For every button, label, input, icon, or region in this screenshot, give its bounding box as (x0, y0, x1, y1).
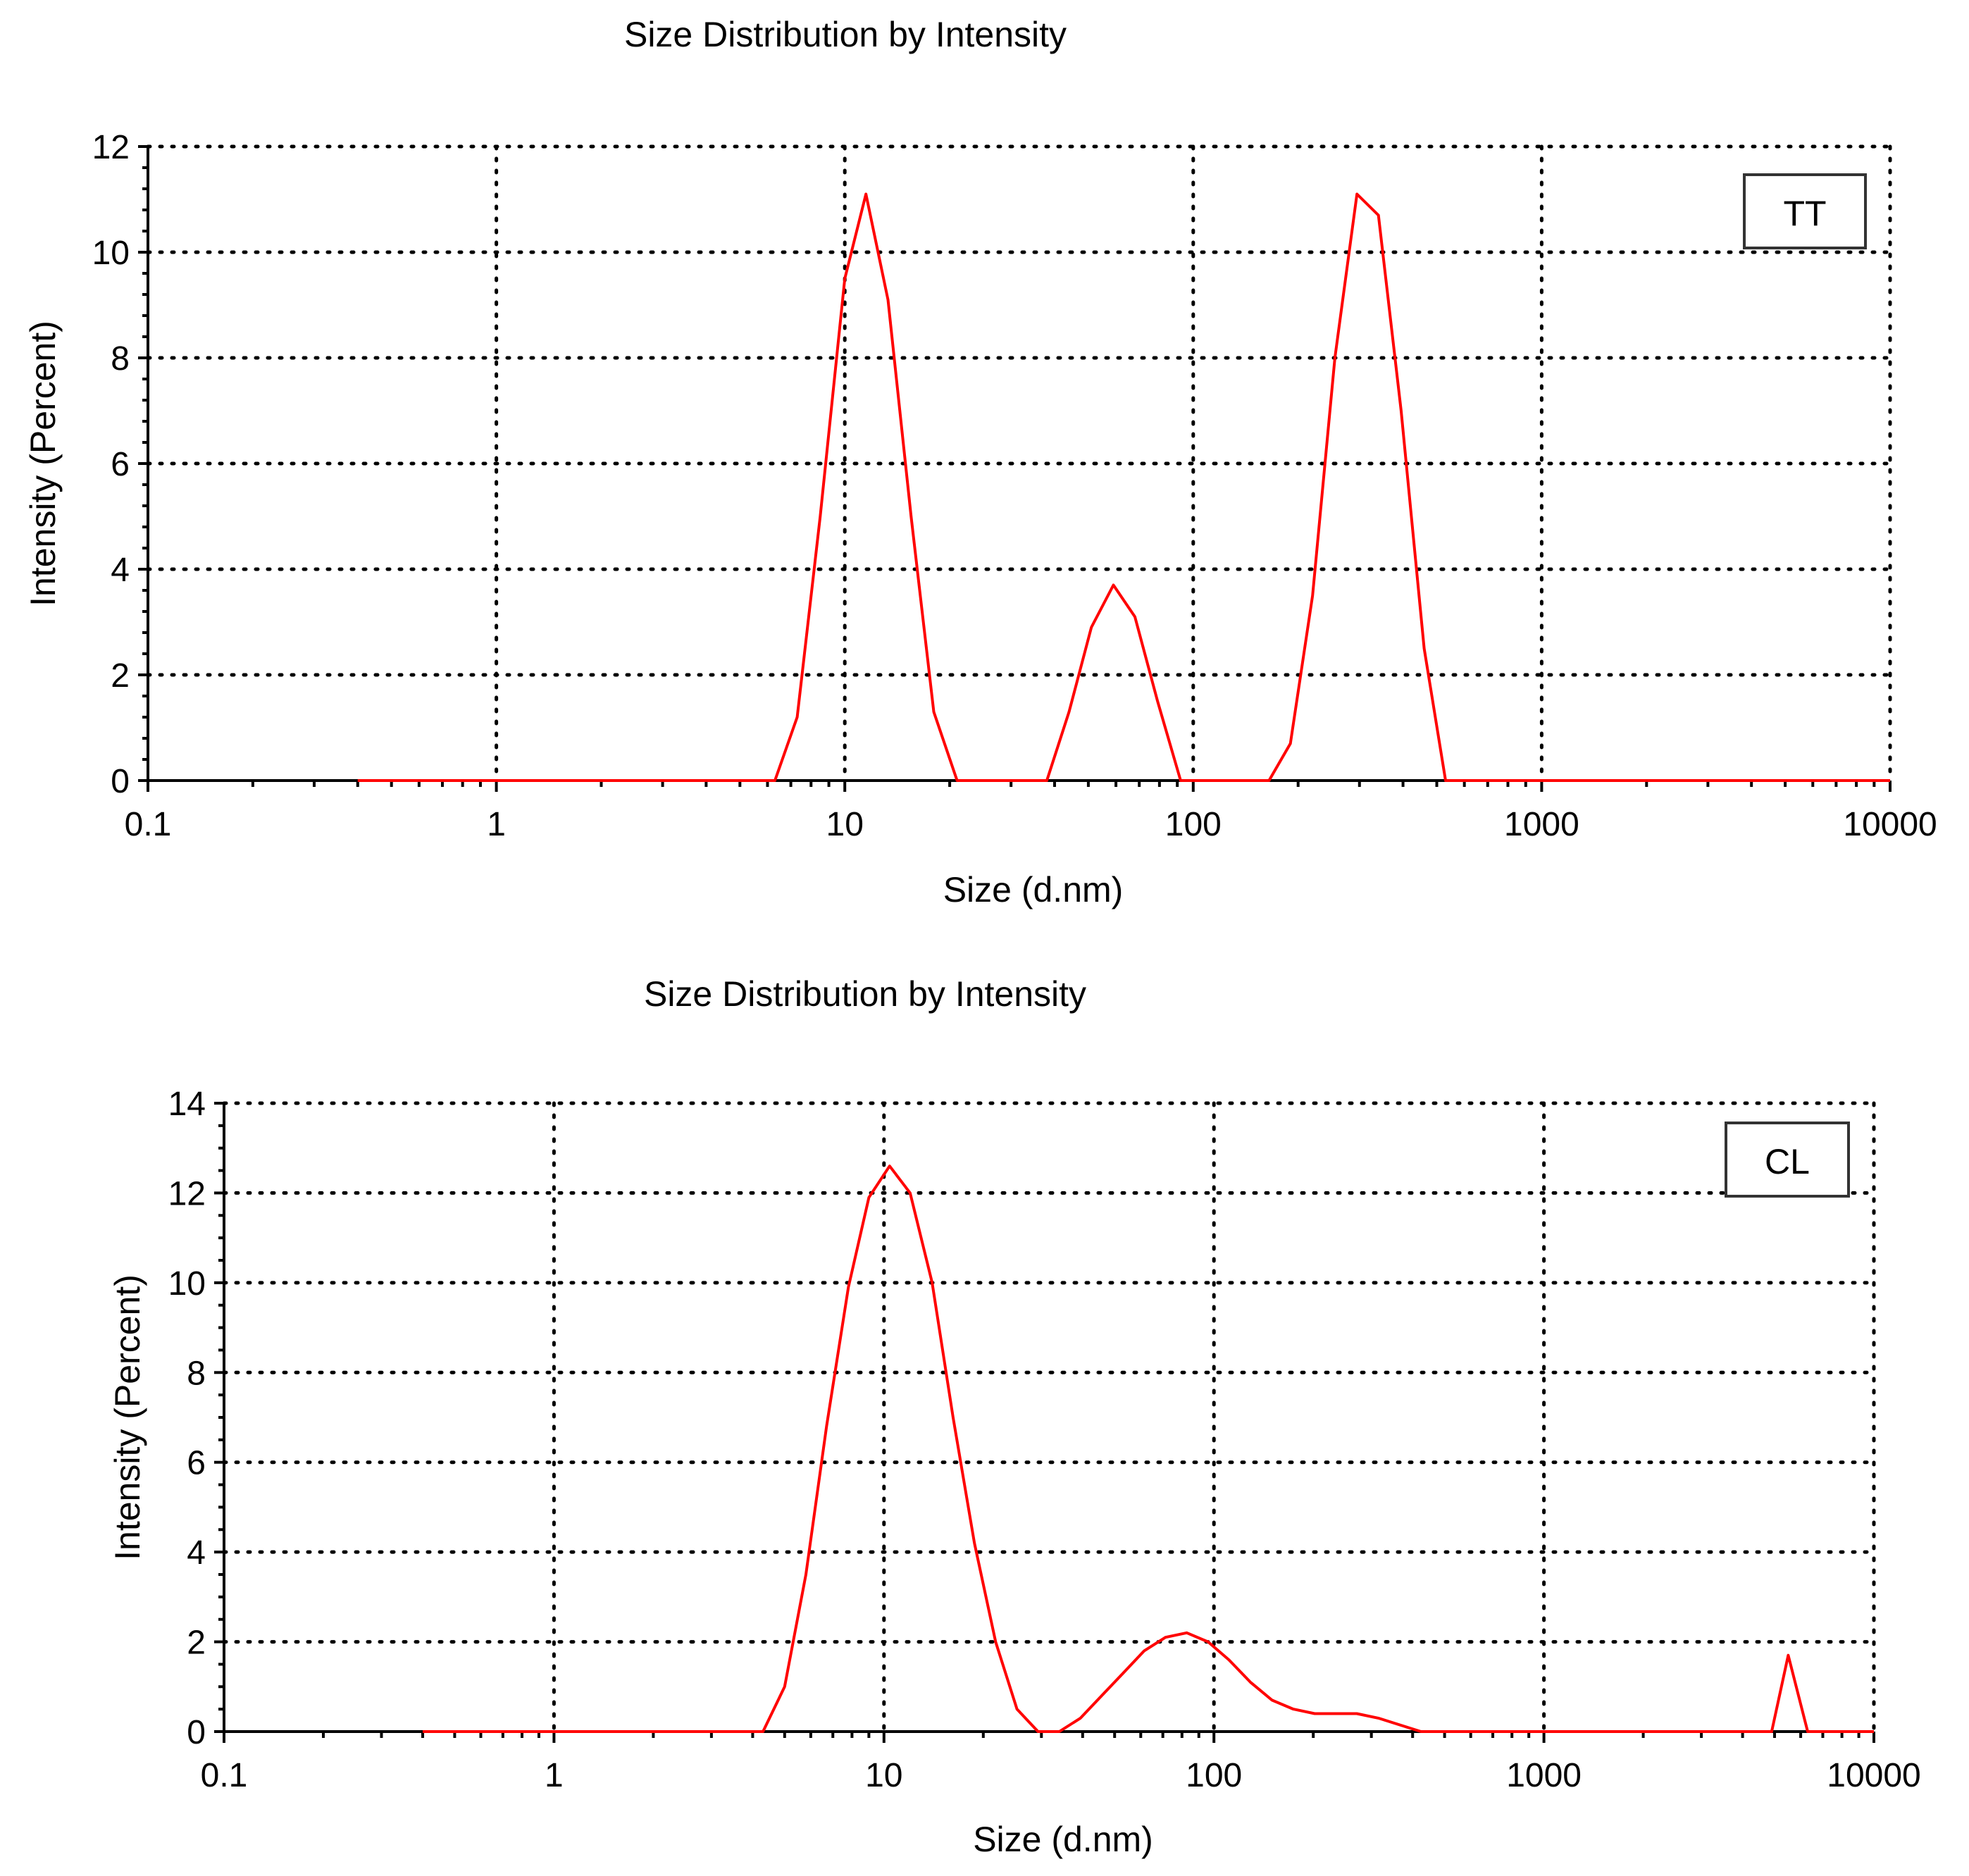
series-line-cl (423, 1164, 1874, 1733)
y-tick-label: 10 (168, 1265, 206, 1303)
series-line-tt (357, 192, 1890, 782)
chart-title: Size Distribution by Intensity (624, 15, 1067, 54)
x-tick-label: 10000 (1827, 1757, 1920, 1794)
x-tick-label: 10 (865, 1757, 902, 1794)
y-tick-label: 0 (111, 763, 130, 800)
y-axis-label: Intensity (Percent) (108, 1274, 147, 1560)
legend-label: CL (1765, 1142, 1810, 1181)
x-tick-label: 100 (1186, 1757, 1242, 1794)
chart-title: Size Distribution by Intensity (644, 974, 1086, 1014)
x-tick-label: 1 (487, 806, 506, 843)
y-tick-label: 8 (111, 340, 130, 378)
x-tick-label: 10 (826, 806, 864, 843)
x-tick-label: 0.1 (201, 1757, 248, 1794)
y-tick-label: 14 (168, 1086, 206, 1123)
y-axis-label: Intensity (Percent) (23, 321, 63, 607)
x-tick-label: 0.1 (125, 806, 172, 843)
x-tick-label: 1000 (1504, 806, 1579, 843)
y-tick-label: 6 (111, 446, 130, 483)
legend-box (1725, 1122, 1850, 1198)
y-tick-label: 12 (168, 1175, 206, 1212)
chart-1: Size Distribution by Intensity 0 2 4 6 8 10 12 0… (23, 15, 1937, 909)
x-tick-label: 1 (545, 1757, 564, 1794)
y-tick-label: 10 (92, 235, 130, 272)
x-axis-label: Size (d.nm) (973, 1820, 1153, 1859)
x-tick-label: 100 (1165, 806, 1222, 843)
y-tick-label: 0 (187, 1714, 206, 1751)
y-tick-label: 6 (187, 1445, 206, 1482)
y-tick-label: 8 (187, 1355, 206, 1392)
y-tick-label: 2 (187, 1625, 206, 1662)
x-tick-label: 1000 (1506, 1757, 1582, 1794)
x-axis-label: Size (d.nm) (943, 870, 1124, 909)
y-tick-label: 4 (111, 552, 130, 589)
chart-2: Size Distribution by Intensity 0 2 4 6 8 10 12 1… (108, 974, 1921, 1859)
x-tick-label: 10000 (1843, 806, 1937, 843)
legend-box (1743, 173, 1867, 249)
y-tick-label: 2 (111, 657, 130, 695)
y-tick-label: 12 (92, 129, 130, 166)
legend-label: TT (1783, 194, 1826, 233)
y-tick-label: 4 (187, 1534, 206, 1572)
